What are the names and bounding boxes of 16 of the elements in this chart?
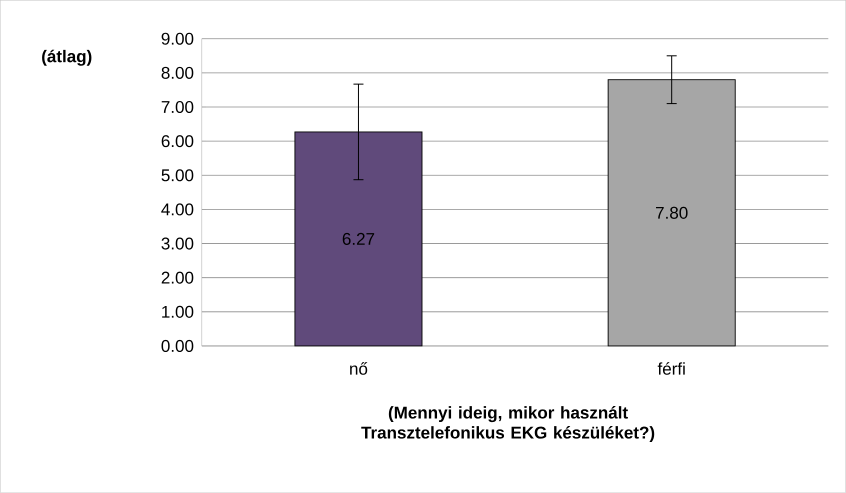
x-tick-label: férfi — [658, 362, 685, 375]
y-tick-label: 4.00 — [161, 204, 194, 216]
y-tick-label: 8.00 — [162, 66, 194, 80]
y-axis-title: (átlag) — [42, 50, 92, 66]
y-tick-label: 5.00 — [162, 169, 194, 182]
y-tick-label: 0.00 — [162, 340, 194, 352]
y-tick-label: 3.00 — [162, 238, 194, 250]
x-axis-title: (Mennyi ideig, mikor használt Transztelefonikus EKG készüléket?) — [361, 406, 654, 442]
data-label: 7.80 — [656, 206, 688, 219]
y-tick-label: 7.00 — [162, 101, 194, 114]
y-tick-label: 6.00 — [162, 135, 194, 148]
y-tick-label: 1.00 — [162, 306, 194, 318]
x-tick-label: nő — [350, 362, 368, 375]
data-label: 6.27 — [342, 233, 374, 246]
y-tick-label: 2.00 — [162, 272, 194, 284]
y-tick-label: 9.00 — [162, 32, 194, 45]
